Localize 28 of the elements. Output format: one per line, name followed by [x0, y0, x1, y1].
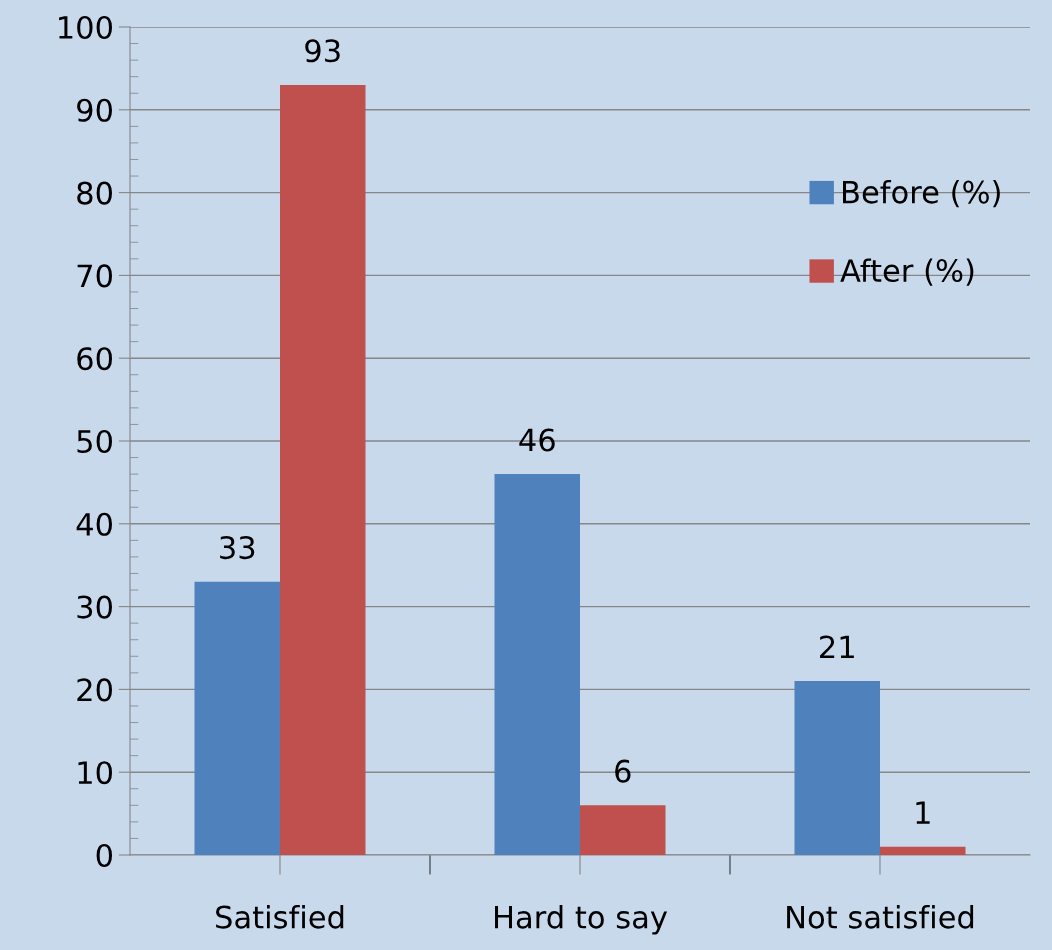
- x-tick-label: Not satisfied: [787, 905, 974, 929]
- y-tick-label: 100: [59, 15, 112, 40]
- y-tick-label: 70: [77, 264, 112, 288]
- y-tick-label: 0: [96, 843, 112, 868]
- y-tick-label: 50: [77, 429, 112, 454]
- y-tick-label: 30: [77, 595, 112, 619]
- data-label: 1: [916, 801, 930, 824]
- legend-label: After (%): [840, 258, 974, 286]
- legend-label: Before (%): [843, 179, 1000, 208]
- bar: [494, 474, 580, 855]
- y-tick-label: 10: [78, 761, 112, 785]
- y-tick-label: 90: [77, 98, 112, 122]
- bar: [880, 846, 966, 855]
- x-tick-label: Satisfied: [216, 905, 344, 929]
- data-label: 46: [519, 428, 555, 452]
- bar: [580, 805, 666, 855]
- bar: [794, 681, 880, 855]
- data-label: 21: [820, 635, 854, 659]
- y-tick-label: 20: [77, 678, 112, 702]
- x-tick-label: Hard to say: [495, 905, 668, 935]
- data-label: 6: [615, 759, 631, 783]
- bar: [280, 84, 366, 855]
- y-tick-label: 80: [77, 181, 112, 205]
- bar: [194, 581, 280, 855]
- data-label: 93: [305, 39, 340, 63]
- data-label: 33: [220, 536, 255, 560]
- y-tick-label: 60: [77, 347, 112, 371]
- y-tick-label: 40: [76, 512, 112, 536]
